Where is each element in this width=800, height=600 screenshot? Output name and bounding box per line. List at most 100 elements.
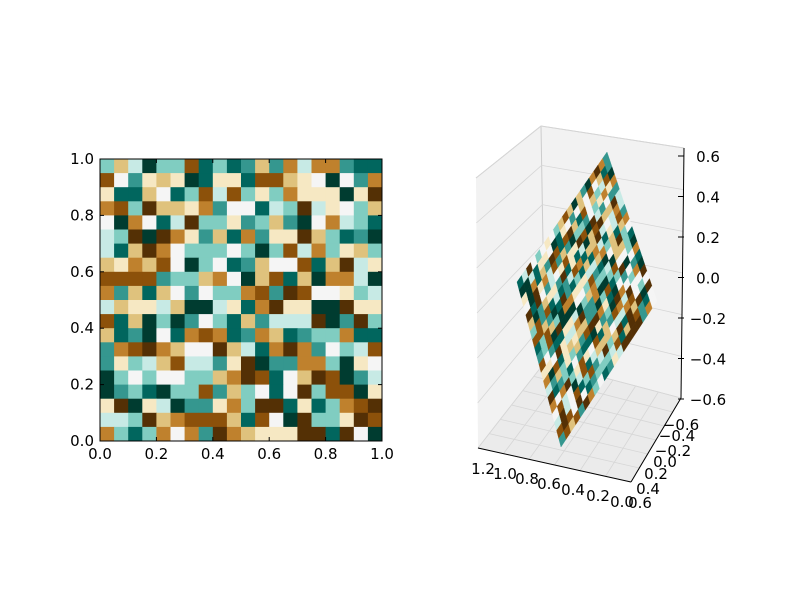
heatmap-cell bbox=[311, 426, 326, 442]
heatmap-cell bbox=[184, 300, 200, 315]
heatmap-cell bbox=[100, 426, 115, 442]
heatmap-cell bbox=[226, 159, 242, 174]
heatmap-cell bbox=[170, 201, 185, 216]
heatmap-cell bbox=[198, 300, 214, 315]
heatmap-cell bbox=[128, 257, 143, 273]
heatmap-cell bbox=[100, 187, 115, 202]
heatmap-cell bbox=[212, 426, 228, 442]
heatmap-cell bbox=[142, 243, 157, 259]
heatmap-cell bbox=[353, 215, 369, 230]
y-tick-label: 0.2 bbox=[70, 376, 94, 394]
heatmap-cell bbox=[128, 201, 143, 216]
heatmap-cell bbox=[283, 300, 298, 315]
heatmap-cell bbox=[339, 201, 355, 216]
heatmap-cell bbox=[311, 173, 326, 188]
z-axis-line bbox=[680, 147, 685, 399]
heatmap-cell bbox=[114, 356, 129, 371]
heatmap-cell bbox=[100, 229, 115, 244]
heatmap-cell bbox=[184, 356, 200, 371]
heatmap-cell bbox=[156, 173, 171, 188]
heatmap-cell bbox=[170, 271, 185, 287]
heatmap-cell bbox=[198, 328, 214, 343]
heatmap-cell bbox=[241, 398, 256, 414]
heatmap-cell bbox=[255, 384, 270, 400]
heatmap-cell bbox=[269, 314, 284, 329]
heatmap-cell bbox=[226, 271, 242, 287]
heatmap-cell bbox=[325, 426, 341, 442]
heatmap-cell bbox=[283, 384, 298, 400]
heatmap-cell bbox=[241, 201, 256, 216]
heatmap-cell bbox=[311, 398, 326, 414]
heatmap-cell bbox=[156, 342, 171, 357]
heatmap-cell bbox=[198, 356, 214, 371]
heatmap-cell bbox=[269, 384, 284, 400]
heatmap-cell bbox=[367, 384, 383, 400]
heatmap-cell bbox=[367, 285, 383, 301]
heatmap-cell bbox=[297, 285, 312, 301]
heatmap-cell bbox=[269, 328, 284, 343]
heatmap-cell bbox=[184, 215, 200, 230]
heatmap-cell bbox=[212, 173, 228, 188]
heatmap-cell bbox=[128, 243, 143, 259]
heatmap-cell bbox=[170, 356, 185, 371]
x-tick-label: 0.4 bbox=[561, 481, 585, 499]
heatmap-cells bbox=[100, 159, 383, 442]
heatmap-cell bbox=[311, 271, 326, 287]
y-tick-label: 0.6 bbox=[70, 263, 94, 281]
heatmap-cell bbox=[128, 314, 143, 329]
heatmap-cell bbox=[212, 243, 228, 259]
heatmap-cell bbox=[114, 370, 129, 385]
heatmap-cell bbox=[184, 342, 200, 357]
heatmap-cell bbox=[128, 426, 143, 442]
heatmap-cell bbox=[198, 384, 214, 400]
x-tick-label: 0.0 bbox=[610, 493, 634, 511]
heatmap-cell bbox=[325, 384, 341, 400]
heatmap-cell bbox=[198, 243, 214, 259]
heatmap-cell bbox=[114, 257, 129, 273]
heatmap-cell bbox=[170, 426, 185, 442]
heatmap-cell bbox=[367, 173, 383, 188]
z-tick-label: 0.2 bbox=[696, 229, 720, 247]
heatmap-cell bbox=[170, 370, 185, 385]
heatmap-cell bbox=[100, 328, 115, 343]
heatmap-cell bbox=[255, 426, 270, 442]
heatmap-cell bbox=[128, 173, 143, 188]
heatmap-cell bbox=[269, 370, 284, 385]
heatmap-cell bbox=[367, 412, 383, 428]
heatmap-cell bbox=[156, 412, 171, 428]
heatmap-cell bbox=[297, 243, 312, 259]
heatmap-cell bbox=[353, 229, 369, 244]
heatmap-cell bbox=[156, 356, 171, 371]
heatmap-cell bbox=[114, 328, 129, 343]
heatmap-cell bbox=[339, 187, 355, 202]
heatmap-cell bbox=[100, 342, 115, 357]
heatmap-cell bbox=[367, 243, 383, 259]
heatmap-cell bbox=[226, 398, 242, 414]
heatmap-cell bbox=[100, 257, 115, 273]
heatmap-cell bbox=[269, 243, 284, 259]
heatmap-cell bbox=[339, 370, 355, 385]
heatmap-cell bbox=[241, 215, 256, 230]
heatmap-cell bbox=[353, 159, 369, 174]
heatmap-cell bbox=[142, 342, 157, 357]
heatmap-cell bbox=[226, 201, 242, 216]
surface3d-mesh bbox=[516, 151, 658, 448]
heatmap-cell bbox=[241, 314, 256, 329]
heatmap-cell bbox=[114, 229, 129, 244]
heatmap-cell bbox=[241, 300, 256, 315]
heatmap-cell bbox=[114, 384, 129, 400]
x-tick-label: 0.2 bbox=[144, 445, 168, 463]
heatmap-cell bbox=[339, 384, 355, 400]
heatmap-cell bbox=[170, 173, 185, 188]
heatmap-cell bbox=[156, 285, 171, 301]
heatmap-cell bbox=[311, 356, 326, 371]
heatmap-cell bbox=[156, 243, 171, 259]
z-tick-label: 0.0 bbox=[696, 270, 720, 288]
heatmap-cell bbox=[283, 370, 298, 385]
heatmap-cell bbox=[241, 257, 256, 273]
heatmap-cell bbox=[353, 384, 369, 400]
heatmap-cell bbox=[339, 398, 355, 414]
heatmap-cell bbox=[325, 187, 341, 202]
heatmap-cell bbox=[156, 187, 171, 202]
heatmap-cell bbox=[226, 426, 242, 442]
